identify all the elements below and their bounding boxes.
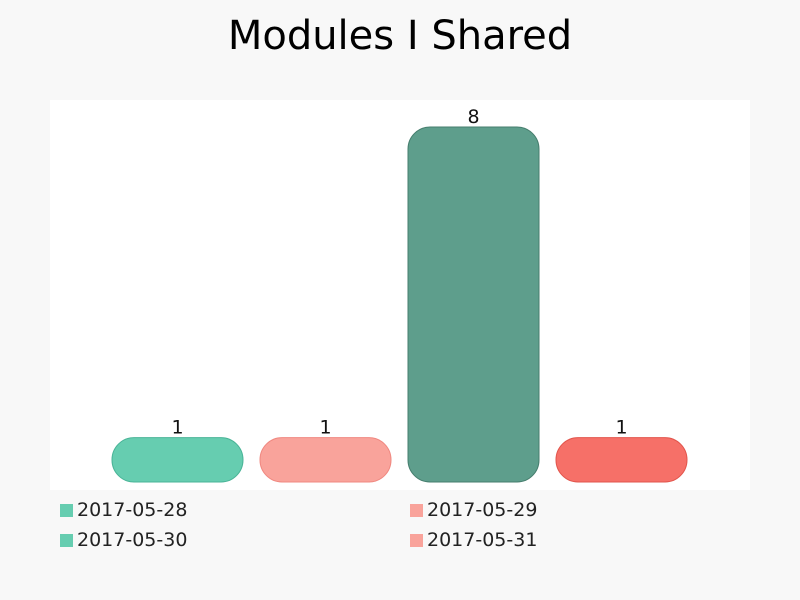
legend-swatch [410,533,423,547]
data-label-2017-05-30: 8 [467,106,479,128]
data-label-2017-05-29: 1 [319,417,331,439]
plot-area [50,100,750,490]
bar-2017-05-31[interactable] [555,437,688,483]
chart-title: Modules I Shared [227,13,573,59]
legend-swatch [410,503,423,517]
bar-2017-05-29[interactable] [259,437,392,483]
legend-item-2017-05-31[interactable]: 2017-05-31 [410,528,537,552]
legend-swatch [60,503,73,517]
legend-label: 2017-05-28 [77,499,188,521]
legend-label: 2017-05-29 [427,499,538,521]
bar-2017-05-30[interactable] [407,126,540,483]
data-label-2017-05-28: 1 [171,417,183,439]
legend-item-2017-05-29[interactable]: 2017-05-29 [410,498,537,522]
bar-2017-05-28[interactable] [111,437,244,483]
legend-item-2017-05-28[interactable]: 2017-05-28 [60,498,187,522]
legend-swatch [60,533,73,547]
data-label-2017-05-31: 1 [615,417,627,439]
legend-label: 2017-05-30 [77,529,188,551]
legend-label: 2017-05-31 [427,529,538,551]
legend-item-2017-05-30[interactable]: 2017-05-30 [60,528,187,552]
